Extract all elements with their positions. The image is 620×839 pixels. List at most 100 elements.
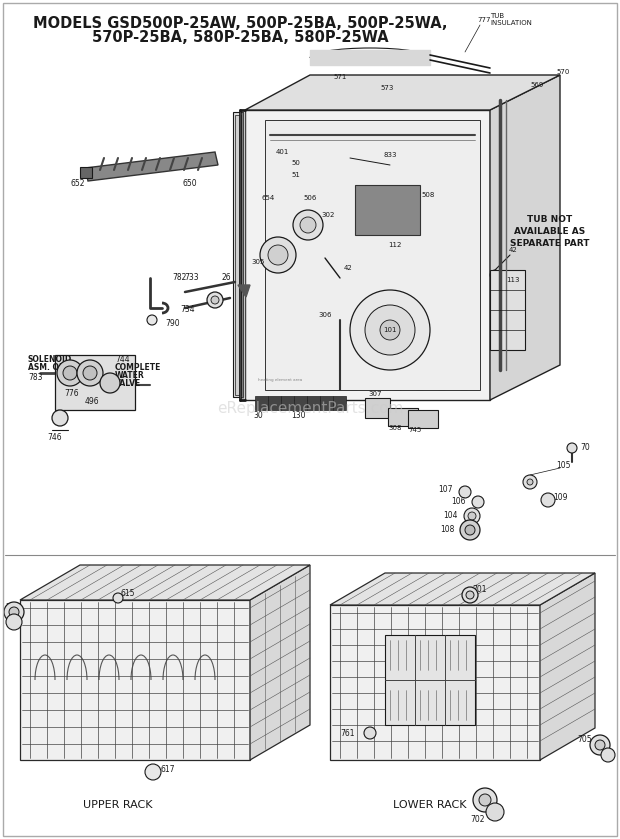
Circle shape [523,475,537,489]
Text: 306: 306 [318,312,332,318]
Text: SEPARATE PART: SEPARATE PART [510,239,590,248]
Circle shape [479,794,491,806]
Text: 106: 106 [451,498,466,507]
Circle shape [207,292,223,308]
Text: 744: 744 [115,356,130,364]
Polygon shape [490,75,560,400]
Polygon shape [250,565,310,760]
Circle shape [486,803,504,821]
Text: 307: 307 [368,391,382,397]
Circle shape [83,366,97,380]
Circle shape [9,607,19,617]
Text: 650: 650 [183,179,197,187]
Bar [385,635,475,725]
Text: 109: 109 [553,493,567,503]
Circle shape [466,591,474,599]
Text: LOWER RACK: LOWER RACK [393,800,467,810]
Circle shape [147,315,157,325]
Text: 777: 777 [477,17,490,23]
Polygon shape [245,75,560,110]
Bar [268,148,280,166]
Text: 705: 705 [577,736,592,744]
Bar [233,112,243,397]
Text: COMPLETE: COMPLETE [115,363,161,373]
Text: 570: 570 [556,69,570,75]
Text: 26: 26 [221,274,231,283]
Text: 42: 42 [508,247,517,253]
Circle shape [77,360,103,386]
Bar [55,355,135,410]
Text: 50: 50 [291,160,301,166]
Text: UPPER RACK: UPPER RACK [83,800,153,810]
Circle shape [460,520,480,540]
Text: 101: 101 [383,327,397,333]
Circle shape [364,727,376,739]
Bar [408,410,438,428]
Polygon shape [265,120,480,390]
Text: INSULATION: INSULATION [490,20,532,26]
Circle shape [145,764,161,780]
Circle shape [473,788,497,812]
Text: 112: 112 [388,242,402,248]
Text: 308: 308 [388,425,402,431]
Circle shape [601,748,615,762]
Text: 107: 107 [438,486,453,494]
Text: VALVE: VALVE [115,379,141,388]
Circle shape [52,410,68,426]
Text: 652: 652 [71,179,86,187]
Text: 42: 42 [343,265,352,271]
Polygon shape [330,605,540,760]
Text: 833: 833 [383,152,397,158]
Circle shape [527,479,533,485]
Text: 401: 401 [275,149,289,155]
Circle shape [100,373,120,393]
Text: 745: 745 [409,427,422,433]
Text: 569: 569 [530,82,544,88]
Circle shape [335,273,345,283]
Text: 70: 70 [580,444,590,452]
Polygon shape [245,110,490,400]
Circle shape [459,486,471,498]
Polygon shape [330,573,595,605]
Circle shape [380,320,400,340]
Polygon shape [20,600,250,760]
Circle shape [335,320,345,330]
Polygon shape [255,396,268,410]
Text: MODELS GSD500P-25AW, 500P-25BA, 500P-25WA,: MODELS GSD500P-25AW, 500P-25BA, 500P-25W… [33,16,447,31]
Text: WATER: WATER [115,372,144,381]
Polygon shape [20,565,310,600]
Circle shape [260,237,296,273]
Text: 615: 615 [121,590,135,598]
Circle shape [4,602,24,622]
Circle shape [300,217,316,233]
Bar [490,270,525,350]
Circle shape [350,290,430,370]
Circle shape [541,493,555,507]
Text: 508: 508 [422,192,435,198]
Circle shape [365,305,415,355]
Text: 51: 51 [291,172,301,178]
Text: 30: 30 [253,410,263,420]
Text: 733: 733 [185,274,199,283]
Circle shape [465,525,475,535]
Text: 776: 776 [64,388,79,398]
Circle shape [595,740,605,750]
Text: 701: 701 [472,586,487,595]
Text: 746: 746 [48,434,63,442]
Text: heating element area: heating element area [258,378,302,382]
Text: SOLENOID: SOLENOID [28,356,73,364]
Text: 700: 700 [5,603,20,612]
Polygon shape [281,396,294,410]
Text: 130: 130 [291,410,305,420]
Polygon shape [268,396,281,410]
Text: TUB NOT: TUB NOT [528,216,573,225]
Circle shape [462,587,478,603]
Text: 108: 108 [441,525,455,534]
Bar [80,167,92,178]
Circle shape [113,593,123,603]
Circle shape [590,735,610,755]
Text: 305: 305 [251,259,265,265]
Circle shape [468,512,476,520]
Text: 302: 302 [321,212,335,218]
Circle shape [303,168,313,178]
